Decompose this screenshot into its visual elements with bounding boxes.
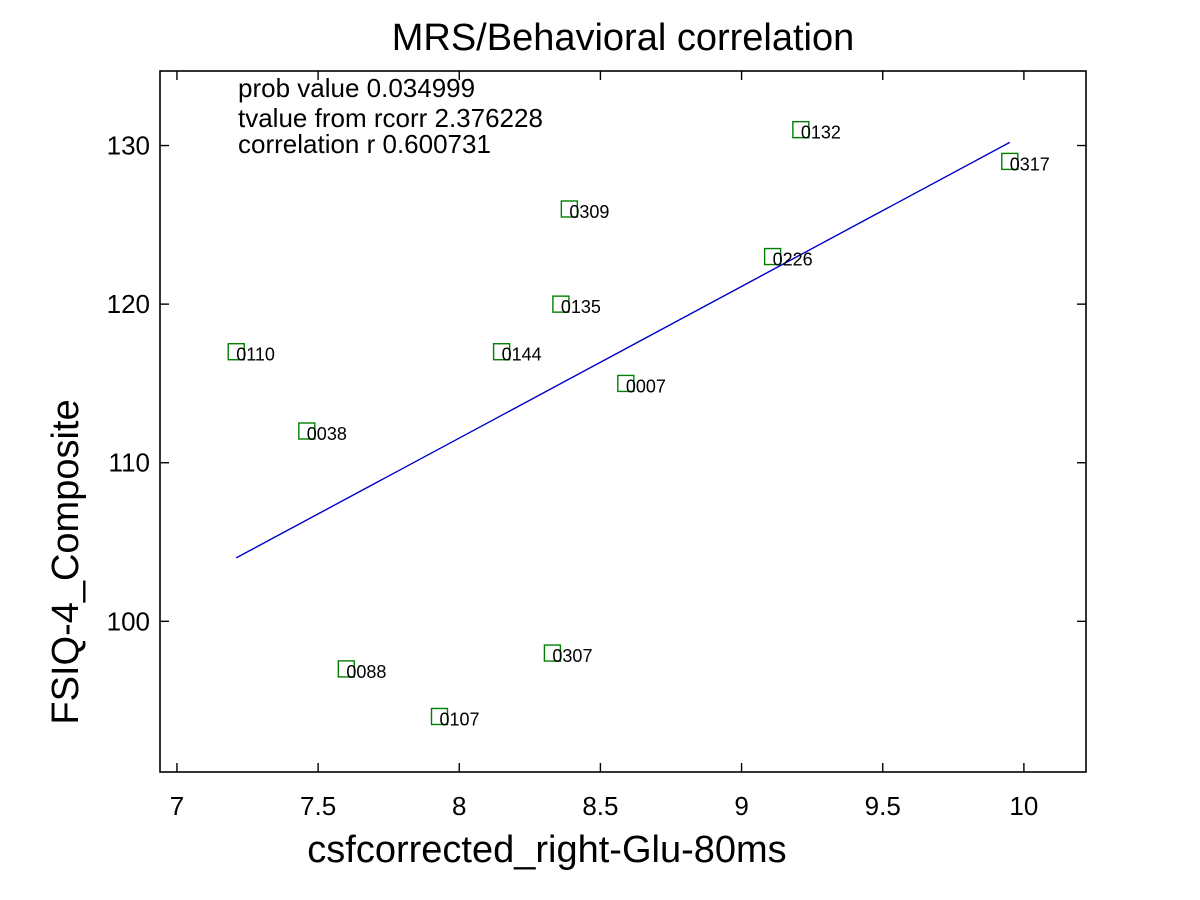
y-tick-label: 100 bbox=[107, 606, 150, 636]
data-point-marker bbox=[337, 660, 356, 678]
data-point-label: 0007 bbox=[626, 376, 666, 396]
data-point-marker bbox=[430, 707, 449, 726]
x-tick-label: 9.5 bbox=[865, 791, 901, 821]
data-point-label: 0088 bbox=[346, 662, 386, 682]
data-point-marker bbox=[617, 374, 635, 393]
x-axis-label: csfcorrected_right-Glu-80ms bbox=[307, 829, 786, 871]
stat-tvalue: tvalue from rcorr 2.376228 bbox=[238, 103, 543, 133]
regression-fit-line bbox=[235, 141, 1011, 559]
y-tick-label: 120 bbox=[107, 289, 150, 319]
data-point-label: 0038 bbox=[307, 424, 347, 444]
y-tick-label: 110 bbox=[109, 448, 150, 478]
data-point-marker bbox=[792, 120, 810, 139]
x-tick-label: 7.5 bbox=[300, 791, 336, 821]
data-point-marker bbox=[298, 422, 316, 440]
data-point-marker bbox=[552, 295, 570, 313]
fit-line-group bbox=[235, 141, 1011, 559]
data-point-label: 0307 bbox=[552, 646, 592, 666]
data-point-label: 0107 bbox=[439, 709, 479, 729]
x-tick-label: 10 bbox=[1009, 791, 1038, 821]
x-tick-label: 7 bbox=[170, 791, 184, 821]
data-point-marker bbox=[543, 644, 562, 662]
data-point-label: 0144 bbox=[502, 345, 542, 365]
x-tick-label: 9 bbox=[734, 791, 748, 821]
y-tick-label: 130 bbox=[107, 131, 150, 161]
data-point-label: 0132 bbox=[801, 123, 841, 143]
data-point-marker bbox=[560, 200, 579, 218]
data-point-marker bbox=[492, 343, 511, 361]
chart-title: MRS/Behavioral correlation bbox=[392, 17, 855, 59]
plot-frame bbox=[159, 70, 1087, 773]
stats-text: prob value 0.034999 tvalue from rcorr 2.… bbox=[238, 73, 543, 159]
data-point-label: 0317 bbox=[1010, 154, 1050, 174]
x-tick-label: 8 bbox=[452, 791, 466, 821]
y-axis-label: FSIQ-4_Composite bbox=[45, 399, 87, 724]
data-point-marker bbox=[763, 247, 782, 266]
data-point-label: 0309 bbox=[569, 202, 609, 222]
x-tick-label: 8.5 bbox=[582, 791, 618, 821]
stat-prob-value: prob value 0.034999 bbox=[238, 73, 475, 103]
data-point-label: 0226 bbox=[773, 250, 813, 270]
data-points: 0132 0317 0309 0226 0135 0110 0144 0007 0038 0307… bbox=[227, 120, 1050, 729]
data-point-marker bbox=[227, 343, 245, 361]
axis-ticks: 7 7.5 8 8.5 9 9.5 10 100 110 120 130 bbox=[107, 71, 1086, 821]
stat-correlation: correlation r 0.600731 bbox=[238, 129, 491, 159]
data-point-marker bbox=[1001, 152, 1019, 171]
data-point-label: 0110 bbox=[236, 345, 275, 365]
data-point-label: 0135 bbox=[561, 297, 601, 317]
